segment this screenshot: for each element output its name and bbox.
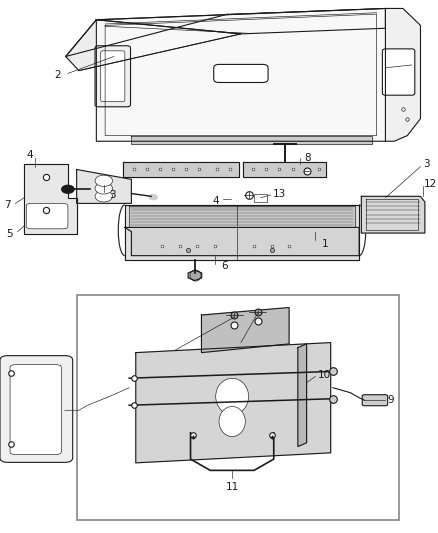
Text: 8: 8 bbox=[304, 153, 311, 163]
Text: 4: 4 bbox=[26, 150, 33, 160]
Polygon shape bbox=[385, 9, 420, 141]
Polygon shape bbox=[298, 344, 307, 447]
Polygon shape bbox=[125, 228, 359, 256]
Polygon shape bbox=[361, 196, 425, 233]
Polygon shape bbox=[129, 206, 355, 228]
Circle shape bbox=[95, 191, 113, 202]
FancyBboxPatch shape bbox=[101, 51, 125, 102]
FancyBboxPatch shape bbox=[10, 365, 61, 455]
Bar bbox=[254, 193, 267, 202]
Text: 3: 3 bbox=[423, 159, 429, 169]
Circle shape bbox=[95, 175, 113, 187]
Polygon shape bbox=[96, 9, 385, 34]
Text: 13: 13 bbox=[272, 189, 286, 199]
Polygon shape bbox=[243, 163, 326, 176]
Text: 7: 7 bbox=[4, 200, 11, 210]
FancyBboxPatch shape bbox=[95, 46, 131, 107]
Text: 2: 2 bbox=[55, 70, 61, 80]
Text: 3: 3 bbox=[110, 190, 116, 200]
Text: 4: 4 bbox=[212, 196, 219, 206]
Circle shape bbox=[95, 183, 113, 194]
FancyBboxPatch shape bbox=[382, 49, 415, 95]
FancyBboxPatch shape bbox=[214, 64, 268, 83]
FancyBboxPatch shape bbox=[362, 395, 388, 406]
Polygon shape bbox=[123, 163, 239, 176]
Polygon shape bbox=[131, 135, 372, 144]
Text: 5: 5 bbox=[7, 230, 13, 239]
Polygon shape bbox=[201, 308, 289, 353]
Text: 11: 11 bbox=[226, 482, 239, 491]
Polygon shape bbox=[125, 205, 359, 260]
Polygon shape bbox=[96, 9, 385, 141]
Text: 10: 10 bbox=[318, 370, 331, 380]
Polygon shape bbox=[66, 20, 241, 70]
Ellipse shape bbox=[215, 378, 249, 415]
Circle shape bbox=[149, 195, 158, 200]
Polygon shape bbox=[24, 164, 77, 235]
Bar bbox=[77, 295, 399, 520]
Circle shape bbox=[62, 185, 74, 193]
Polygon shape bbox=[136, 343, 331, 463]
Text: 1: 1 bbox=[322, 239, 328, 249]
Polygon shape bbox=[77, 169, 131, 204]
Ellipse shape bbox=[219, 407, 245, 437]
FancyBboxPatch shape bbox=[0, 356, 73, 462]
Text: 6: 6 bbox=[221, 261, 228, 271]
FancyBboxPatch shape bbox=[26, 204, 68, 229]
Text: 9: 9 bbox=[388, 395, 394, 405]
Text: 12: 12 bbox=[424, 179, 437, 189]
